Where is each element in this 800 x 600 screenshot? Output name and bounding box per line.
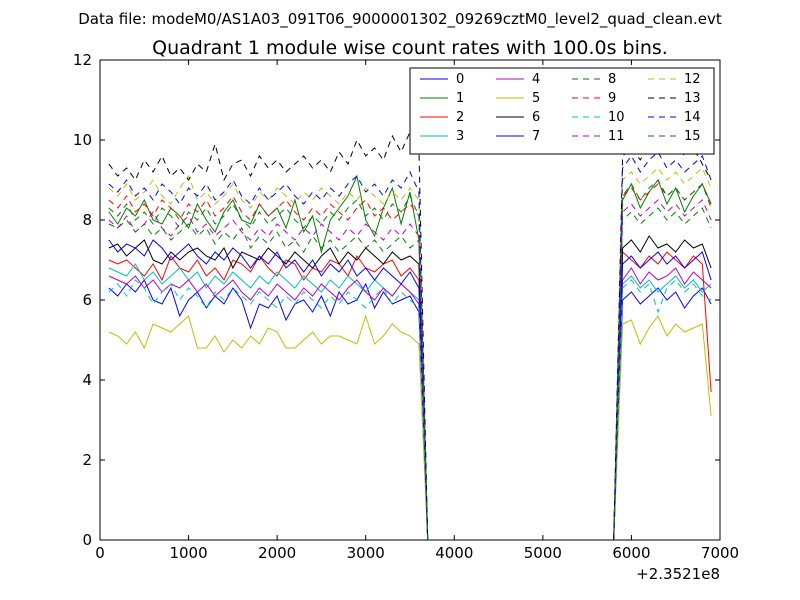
series-line-7 xyxy=(108,239,712,540)
series-line-14 xyxy=(108,151,712,540)
legend-label-9: 9 xyxy=(608,91,616,106)
legend-label-8: 8 xyxy=(608,72,616,87)
y-tick-label: 6 xyxy=(82,291,92,309)
legend-label-10: 10 xyxy=(608,110,625,125)
series-line-10 xyxy=(108,279,712,540)
x-tick-label: 3000 xyxy=(347,544,385,562)
series-line-0 xyxy=(108,279,712,540)
legend-label-7: 7 xyxy=(532,129,540,144)
series-line-15 xyxy=(108,179,712,540)
x-tick-label: 7000 xyxy=(701,544,739,562)
legend-label-11: 11 xyxy=(608,129,625,144)
x-tick-label: 1000 xyxy=(169,544,207,562)
x-axis-offset-label: +2.3521e8 xyxy=(636,565,720,583)
legend-label-6: 6 xyxy=(532,110,540,125)
figure-suptitle: Data file: modeM0/AS1A03_091T06_90000013… xyxy=(78,10,722,29)
series-layer xyxy=(108,130,712,540)
legend-label-0: 0 xyxy=(456,72,464,87)
legend-label-5: 5 xyxy=(532,91,540,106)
x-tick-label: 2000 xyxy=(258,544,296,562)
legend-label-13: 13 xyxy=(684,91,701,106)
legend-box xyxy=(409,67,715,155)
legend-label-4: 4 xyxy=(532,72,540,87)
chart-title: Quadrant 1 module wise count rates with … xyxy=(152,37,668,59)
series-line-8 xyxy=(108,207,712,540)
x-tick-label: 0 xyxy=(95,544,105,562)
legend-label-12: 12 xyxy=(684,72,701,87)
y-tick-label: 8 xyxy=(82,211,92,229)
y-tick-label: 10 xyxy=(73,131,92,149)
series-line-5 xyxy=(108,314,712,540)
x-tick-label: 6000 xyxy=(612,544,650,562)
legend-label-2: 2 xyxy=(456,110,464,125)
y-tick-label: 0 xyxy=(82,531,92,549)
series-line-2 xyxy=(108,250,712,540)
y-tick-label: 4 xyxy=(82,371,92,389)
legend-label-1: 1 xyxy=(456,91,464,106)
series-line-12 xyxy=(108,167,712,540)
legend-label-15: 15 xyxy=(684,129,701,144)
series-line-11 xyxy=(108,199,712,540)
series-line-4 xyxy=(108,267,712,540)
series-line-6 xyxy=(108,235,712,540)
series-line-1 xyxy=(108,174,712,540)
legend-label-3: 3 xyxy=(456,129,464,144)
x-tick-label: 5000 xyxy=(524,544,562,562)
x-tick-label: 4000 xyxy=(435,544,473,562)
y-tick-label: 2 xyxy=(82,451,92,469)
y-tick-label: 12 xyxy=(73,51,92,69)
series-line-9 xyxy=(108,183,712,540)
legend-label-14: 14 xyxy=(684,110,701,125)
